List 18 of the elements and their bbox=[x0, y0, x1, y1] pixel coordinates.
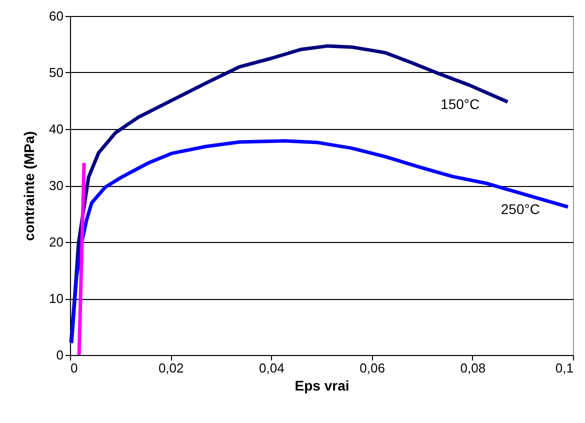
y-tick-label: 10 bbox=[49, 291, 64, 306]
y-tick-label: 40 bbox=[49, 122, 64, 136]
x-tick-label: 0 bbox=[70, 360, 78, 376]
y-tick-label: 50 bbox=[49, 65, 64, 80]
series-label: 150°C bbox=[440, 96, 480, 112]
x-tick-label: 0,08 bbox=[460, 360, 486, 376]
x-tick-label: 0,02 bbox=[158, 360, 184, 376]
y-tick-label: 30 bbox=[49, 178, 64, 193]
x-tick-label: 0,04 bbox=[259, 360, 284, 376]
y-axis-title: contrainte (MPa) bbox=[21, 131, 38, 241]
series-label: 250°C bbox=[500, 200, 540, 217]
y-tick-label: 20 bbox=[49, 234, 64, 250]
x-tick-label: 0,06 bbox=[360, 360, 385, 376]
line-series bbox=[70, 139, 570, 345]
x-axis-title: Eps vrai bbox=[294, 378, 350, 394]
x-tick-label: 0,1 bbox=[555, 360, 574, 376]
y-tick-label: 60 bbox=[49, 8, 64, 24]
y-tick-label: 0 bbox=[56, 348, 64, 362]
